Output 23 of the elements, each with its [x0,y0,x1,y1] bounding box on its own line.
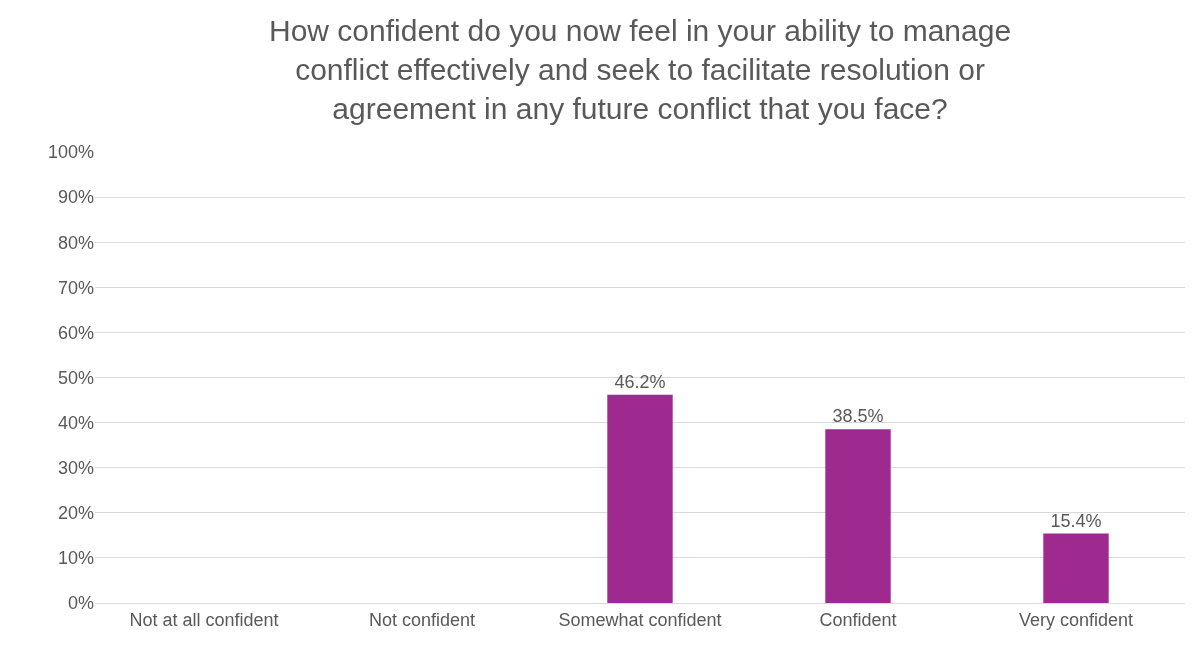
x-tick-label: Not confident [368,609,476,630]
y-tick-label: 40% [57,412,94,433]
y-tick-label: 10% [57,548,94,569]
chart-title: How confident do you now feel in your ability to manage conflict effectively and seek to facilitate resolution or agreement in any future conflict that you face? [269,14,1012,125]
y-tick-label: 30% [57,458,94,478]
y-tick-label: 80% [57,232,94,253]
bar [1043,533,1109,603]
bar [825,429,891,603]
y-tick-label: 20% [57,503,94,524]
x-tick-label: Somewhat confident [558,609,722,630]
data-label: 46.2% [614,371,666,392]
data-label: 38.5% [832,406,884,427]
y-tick-label: 50% [57,367,94,388]
x-tick-label: Not at all confident [129,609,279,630]
y-tick-label: 90% [57,187,94,208]
y-tick-label: 60% [57,322,94,343]
x-tick-label: Confident [819,609,897,630]
y-tick-label: 70% [57,277,94,298]
data-label: 15.4% [1050,510,1102,531]
y-tick-label: 0% [67,593,94,614]
bar [607,394,673,603]
x-tick-label: Very confident [1018,609,1134,630]
y-tick-label: 100% [47,142,94,163]
